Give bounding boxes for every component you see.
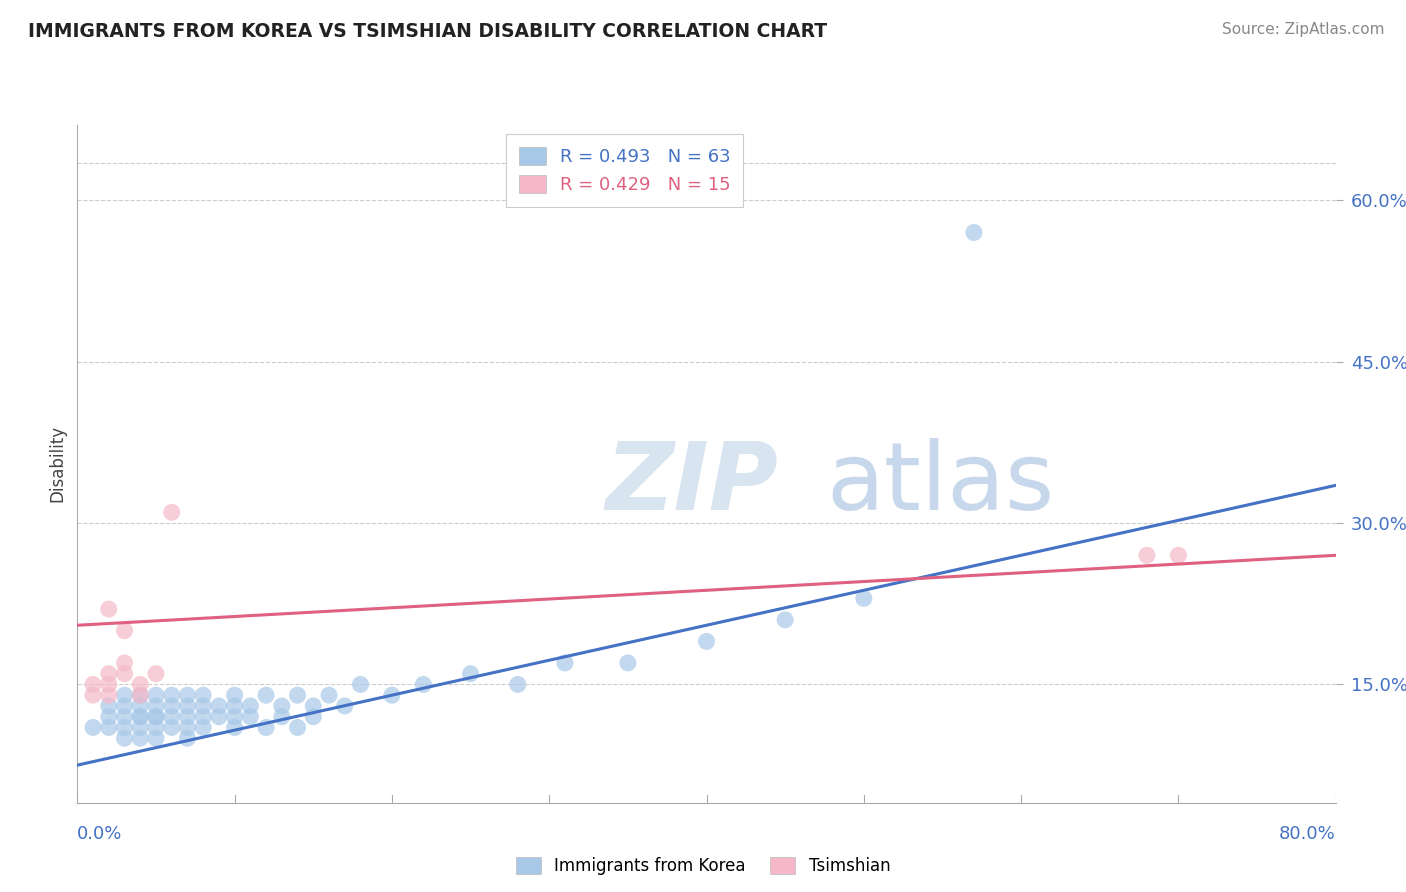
Point — [129, 731, 152, 746]
Point — [333, 698, 356, 713]
Point — [145, 666, 167, 681]
Point — [270, 698, 292, 713]
Point — [145, 709, 167, 723]
Point — [254, 688, 277, 702]
Point — [145, 721, 167, 735]
Point — [224, 688, 246, 702]
Text: atlas: atlas — [827, 438, 1054, 530]
Point — [97, 688, 120, 702]
Point — [160, 721, 183, 735]
Point — [97, 602, 120, 616]
Point — [129, 721, 152, 735]
Point — [302, 709, 325, 723]
Text: ZIP: ZIP — [606, 438, 779, 530]
Point — [176, 688, 198, 702]
Point — [145, 731, 167, 746]
Point — [145, 709, 167, 723]
Point — [1136, 549, 1159, 563]
Point — [176, 731, 198, 746]
Point — [191, 709, 215, 723]
Point — [129, 688, 152, 702]
Point — [963, 226, 986, 240]
Point — [176, 721, 198, 735]
Point — [270, 709, 292, 723]
Point — [97, 698, 120, 713]
Point — [176, 709, 198, 723]
Y-axis label: Disability: Disability — [48, 425, 66, 502]
Point — [554, 656, 576, 670]
Point — [208, 698, 231, 713]
Point — [349, 677, 371, 691]
Point — [176, 698, 198, 713]
Point — [239, 698, 262, 713]
Point — [160, 709, 183, 723]
Point — [460, 666, 482, 681]
Point — [696, 634, 718, 648]
Point — [145, 688, 167, 702]
Point — [129, 709, 152, 723]
Point — [145, 698, 167, 713]
Legend: Immigrants from Korea, Tsimshian: Immigrants from Korea, Tsimshian — [508, 849, 898, 884]
Point — [82, 677, 104, 691]
Point — [114, 624, 136, 638]
Point — [82, 688, 104, 702]
Point — [129, 709, 152, 723]
Point — [114, 656, 136, 670]
Point — [617, 656, 640, 670]
Point — [224, 698, 246, 713]
Point — [191, 721, 215, 735]
Point — [97, 709, 120, 723]
Point — [114, 698, 136, 713]
Point — [412, 677, 434, 691]
Point — [302, 698, 325, 713]
Point — [160, 505, 183, 519]
Point — [773, 613, 796, 627]
Point — [97, 721, 120, 735]
Point — [254, 721, 277, 735]
Point — [160, 688, 183, 702]
Point — [287, 721, 309, 735]
Point — [381, 688, 404, 702]
Point — [318, 688, 340, 702]
Point — [129, 688, 152, 702]
Legend: R = 0.493   N = 63, R = 0.429   N = 15: R = 0.493 N = 63, R = 0.429 N = 15 — [506, 134, 744, 207]
Point — [191, 688, 215, 702]
Point — [97, 666, 120, 681]
Point — [129, 677, 152, 691]
Point — [114, 666, 136, 681]
Point — [239, 709, 262, 723]
Point — [287, 688, 309, 702]
Point — [114, 731, 136, 746]
Point — [97, 677, 120, 691]
Point — [208, 709, 231, 723]
Point — [114, 721, 136, 735]
Point — [160, 698, 183, 713]
Point — [852, 591, 875, 606]
Point — [114, 709, 136, 723]
Point — [506, 677, 529, 691]
Point — [1167, 549, 1189, 563]
Text: IMMIGRANTS FROM KOREA VS TSIMSHIAN DISABILITY CORRELATION CHART: IMMIGRANTS FROM KOREA VS TSIMSHIAN DISAB… — [28, 22, 827, 41]
Point — [114, 688, 136, 702]
Text: 80.0%: 80.0% — [1279, 825, 1336, 843]
Text: 0.0%: 0.0% — [77, 825, 122, 843]
Point — [224, 721, 246, 735]
Point — [224, 709, 246, 723]
Point — [82, 721, 104, 735]
Point — [191, 698, 215, 713]
Point — [129, 698, 152, 713]
Text: Source: ZipAtlas.com: Source: ZipAtlas.com — [1222, 22, 1385, 37]
